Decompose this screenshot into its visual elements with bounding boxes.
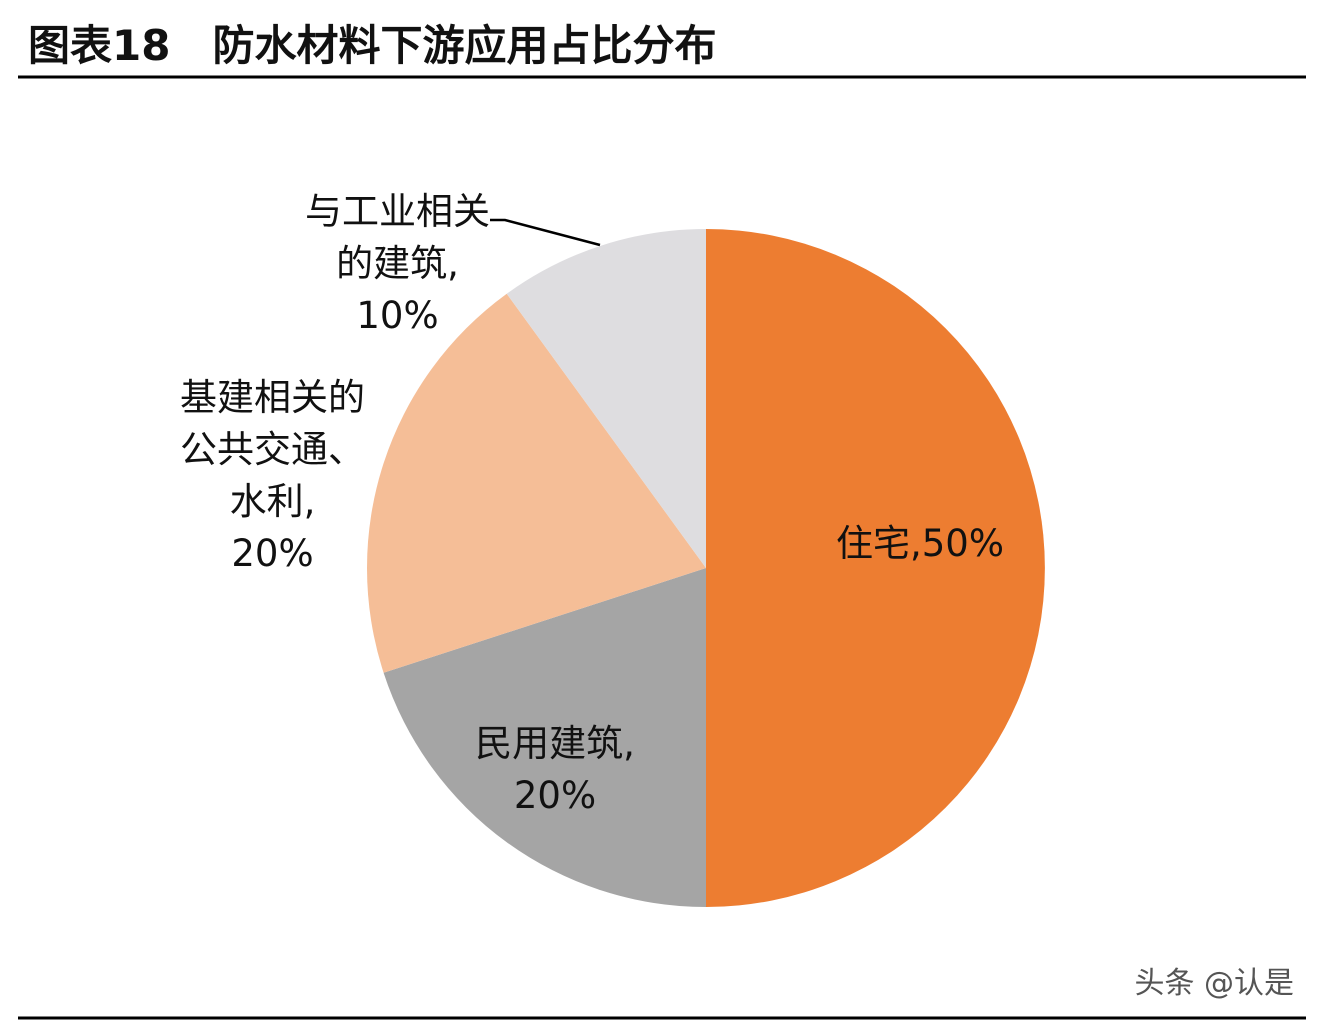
slice-label: 住宅,50% xyxy=(790,518,1050,570)
chart-title: 图表18 防水材料下游应用占比分布 xyxy=(28,21,717,70)
slice-label: 基建相关的公共交通、水利, 20% xyxy=(170,372,375,580)
category-label: 民用建筑, xyxy=(475,722,635,765)
pie-slice xyxy=(706,229,1045,907)
value-label: 10% xyxy=(356,294,439,337)
slice-label: 与工业相关的建筑, 10% xyxy=(295,186,500,342)
value-label: 20% xyxy=(513,774,597,817)
category-label: 住宅, xyxy=(835,522,922,565)
pie xyxy=(367,229,1045,907)
leader-line xyxy=(490,218,601,247)
value-label: 50% xyxy=(921,522,1004,565)
pie-slice xyxy=(367,293,706,673)
category-label: 与工业相关的建筑, xyxy=(305,190,490,285)
category-label: 基建相关的公共交通、水利, xyxy=(180,376,365,523)
pie-slice xyxy=(506,229,706,568)
slice-label: 民用建筑, 20% xyxy=(440,718,670,822)
value-label: 20% xyxy=(231,532,314,575)
pie-slice xyxy=(383,568,706,907)
watermark: 头条 @认是 xyxy=(1134,966,1294,1001)
